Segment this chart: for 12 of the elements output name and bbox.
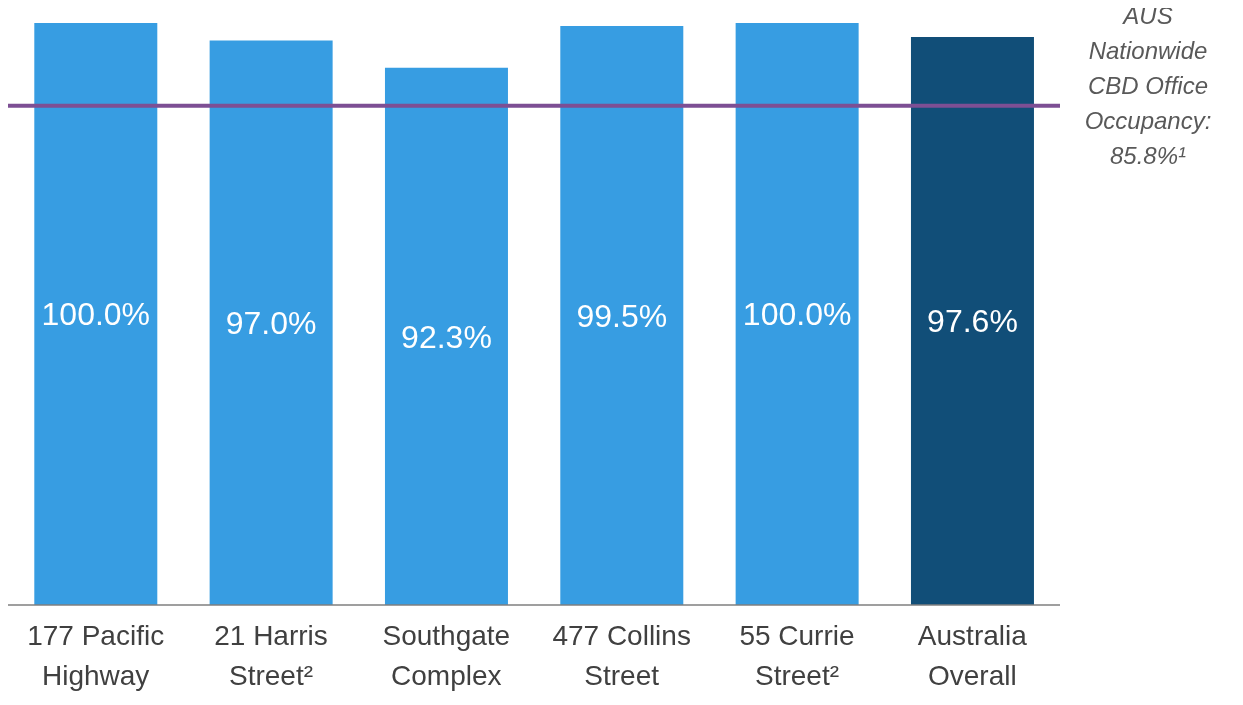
data-label: 99.5% <box>576 297 668 334</box>
x-tick-label: 55 Currie Street² <box>739 620 855 691</box>
x-tick-label: Southgate Complex <box>382 620 511 691</box>
data-label: 92.3% <box>401 318 492 355</box>
data-label: 100.0% <box>742 296 852 333</box>
x-tick-label: 477 Collins Street <box>552 620 691 691</box>
data-label: 97.0% <box>225 305 317 342</box>
data-label: 100.0% <box>41 296 151 333</box>
x-tick-label: 177 Pacific Highway <box>27 620 165 691</box>
data-label: 97.6% <box>927 303 1018 340</box>
x-tick-label: Australia Overall <box>917 620 1028 691</box>
x-tick-label: 21 Harris Street² <box>214 620 328 691</box>
